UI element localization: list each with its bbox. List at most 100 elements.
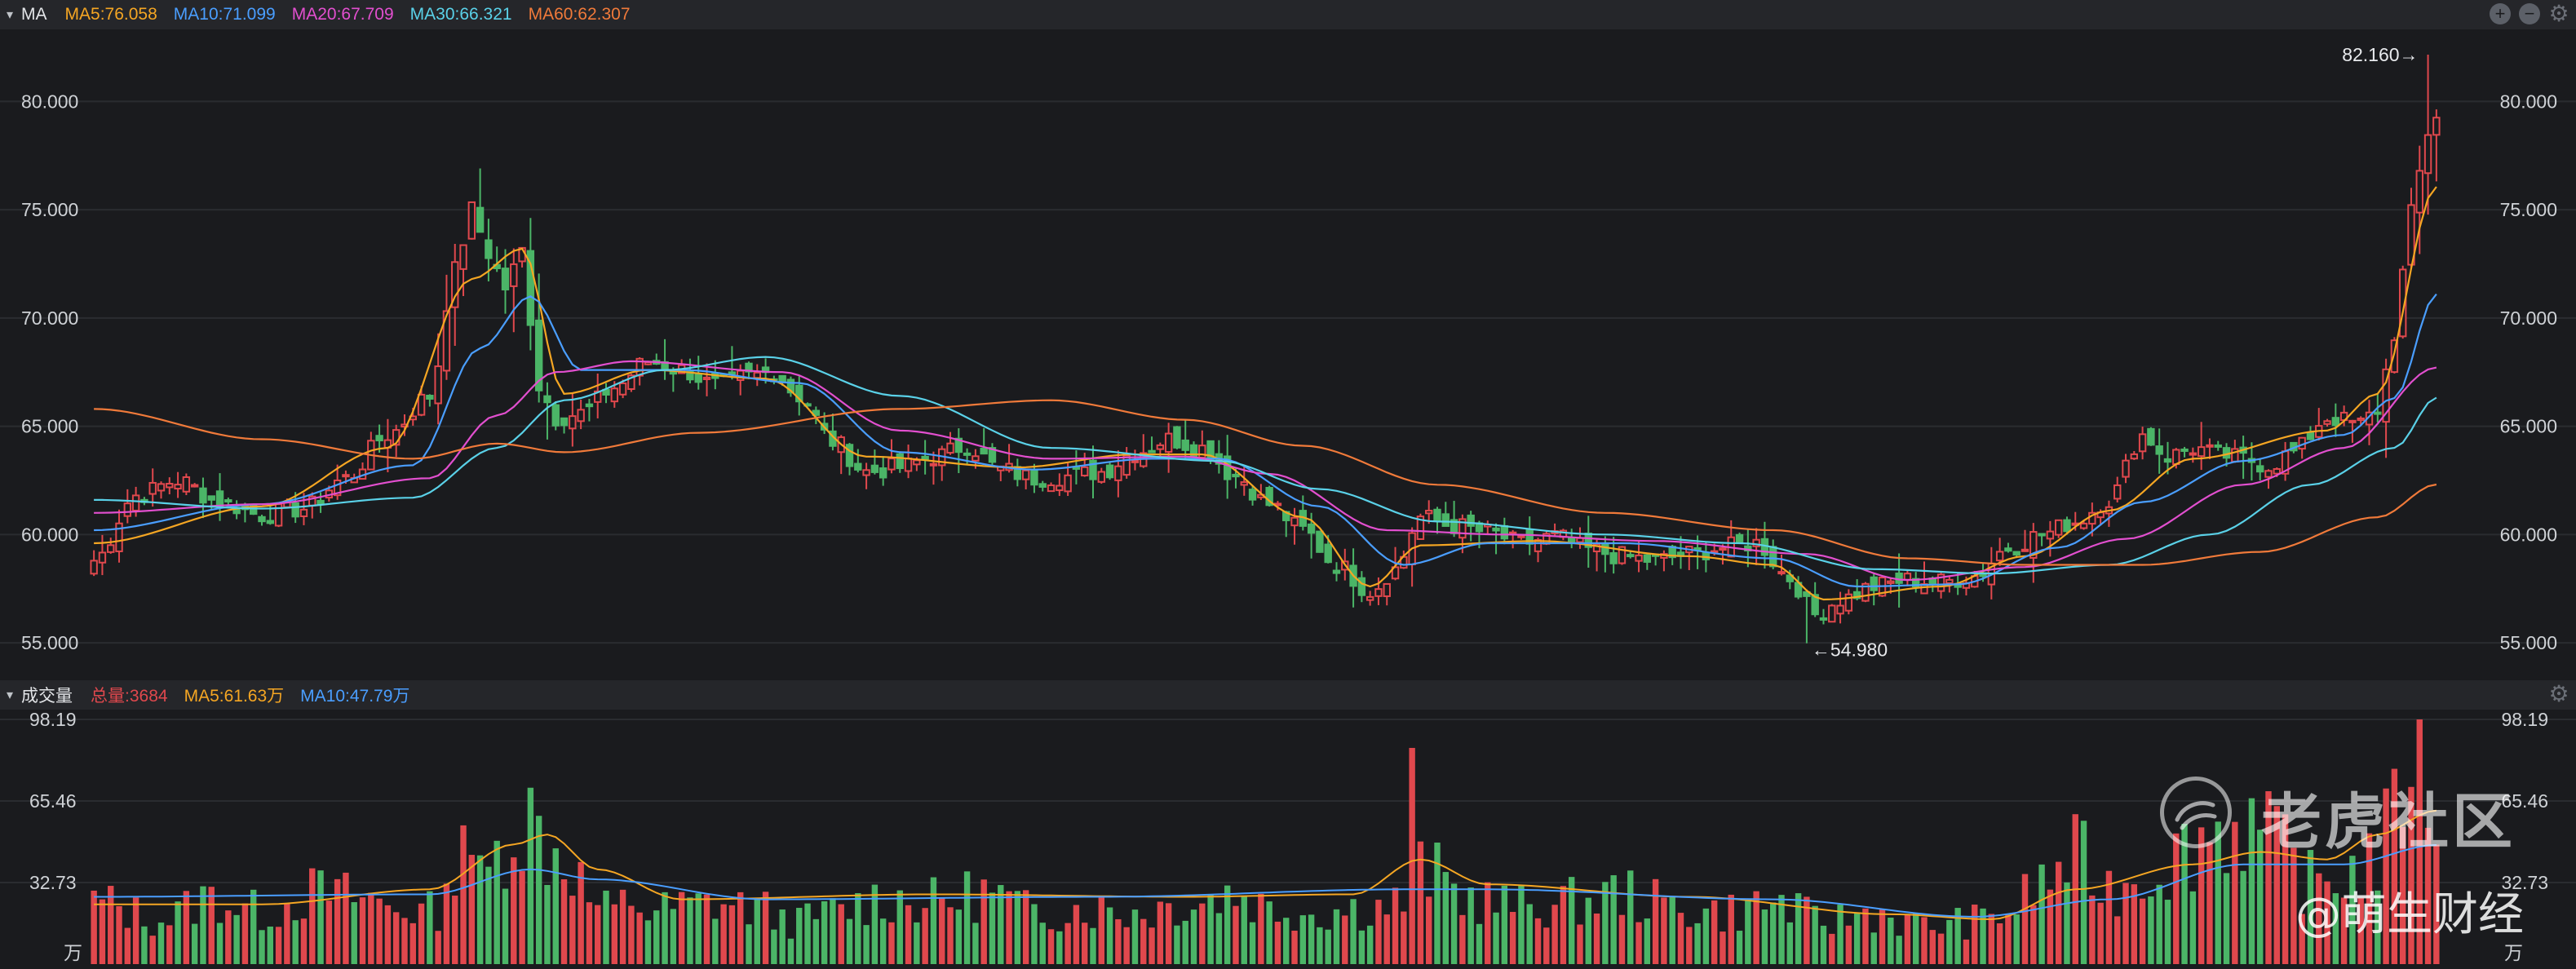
- candle-body: [115, 522, 123, 552]
- volume-bar: [351, 902, 357, 964]
- candle-body: [1056, 484, 1064, 492]
- volume-bar: [1946, 919, 1953, 964]
- volume-bar: [91, 890, 97, 964]
- volume-bar: [1274, 921, 1281, 964]
- volume-bar: [435, 931, 441, 964]
- volume-bar: [2273, 806, 2280, 964]
- volume-collapse-chevron-icon[interactable]: ▾: [7, 688, 14, 702]
- volume-bar: [687, 897, 693, 964]
- volume-bar: [619, 889, 626, 964]
- volume-bar: [1534, 918, 1542, 964]
- volume-bar: [2316, 873, 2322, 964]
- y-tick-label-left: 75.000: [21, 199, 78, 220]
- legend-ma5: MA5:76.058: [64, 5, 157, 24]
- volume-bar: [1467, 887, 1474, 964]
- volume-bar: [2408, 786, 2414, 964]
- candle-body: [728, 371, 737, 375]
- volume-bar: [821, 900, 828, 964]
- volume-unit-left: 万: [64, 943, 82, 964]
- candle-body: [2206, 444, 2214, 448]
- volume-gear-icon[interactable]: ⚙: [2548, 681, 2569, 706]
- volume-bar: [1131, 909, 1139, 964]
- candle-body: [510, 263, 518, 287]
- candle-body: [963, 452, 972, 456]
- volume-tick-label-left: 98.19: [29, 710, 77, 730]
- candle-body: [174, 484, 182, 490]
- volume-bar: [812, 918, 820, 964]
- candle-body: [1887, 580, 1895, 584]
- volume-bar: [1426, 896, 1432, 964]
- volume-bar: [2021, 874, 2029, 964]
- candle-body: [1030, 469, 1038, 486]
- candle-body: [534, 319, 543, 392]
- candle-body: [1995, 551, 2004, 562]
- candle-body: [1777, 571, 1786, 575]
- candle-body: [2122, 459, 2130, 478]
- volume-bar: [1896, 936, 1902, 964]
- volume-bar: [787, 938, 794, 964]
- volume-bar: [644, 920, 652, 964]
- candle-body: [148, 481, 157, 495]
- volume-chart[interactable]: 98.19 98.19 65.46 65.46 32.73 32.73 万 万: [0, 710, 2576, 969]
- volume-bar: [2299, 914, 2305, 964]
- candle-body: [258, 515, 266, 523]
- candle-body: [1425, 510, 1433, 515]
- volume-bar: [2005, 914, 2012, 964]
- volume-bar: [1585, 897, 1591, 964]
- volume-bar: [200, 886, 206, 964]
- candle-body: [1265, 486, 1273, 507]
- candle-body: [1735, 533, 1744, 543]
- candle-body: [291, 502, 299, 518]
- volume-tick-label-right: 98.19: [2501, 710, 2548, 730]
- volume-bar: [2232, 821, 2238, 964]
- ma-line-ma10: [94, 293, 2437, 588]
- volume-bar: [1954, 908, 1961, 964]
- candle-body: [1911, 577, 1920, 588]
- gear-icon[interactable]: ⚙: [2548, 1, 2569, 26]
- volume-bar: [1862, 908, 1869, 964]
- volume-bar: [1795, 893, 1802, 964]
- candle-body: [795, 384, 803, 403]
- price-chart[interactable]: 80.000 80.000 75.000 75.000 70.000 70.000 65.0…: [0, 29, 2576, 674]
- volume-bar: [1694, 923, 1701, 964]
- volume-bar: [108, 886, 114, 964]
- volume-bar: [2013, 914, 2020, 964]
- candle-body: [1206, 440, 1215, 462]
- collapse-panel-icon[interactable]: −: [2519, 3, 2540, 24]
- volume-bar: [1140, 918, 1147, 964]
- volume-bar: [1157, 901, 1164, 964]
- candle-body: [2172, 449, 2180, 466]
- volume-bar: [2282, 814, 2289, 964]
- candle-body: [1181, 439, 1189, 451]
- volume-bar: [896, 890, 903, 964]
- volume-bar: [720, 904, 727, 964]
- volume-bar: [1988, 914, 1995, 964]
- candle-body: [972, 455, 980, 462]
- candle-body: [1601, 543, 1609, 555]
- volume-bar: [1325, 929, 1331, 964]
- volume-bar: [586, 902, 593, 964]
- volume-bar: [132, 897, 139, 964]
- volume-bar: [1770, 902, 1777, 964]
- candle-body: [316, 499, 325, 505]
- volume-bar: [972, 923, 979, 964]
- volume-bar: [519, 870, 525, 964]
- volume-tick-label-right: 32.73: [2501, 872, 2548, 893]
- candle-body: [123, 502, 132, 517]
- candle-body: [2390, 339, 2399, 374]
- volume-bar: [2307, 850, 2314, 964]
- candle-body: [2398, 268, 2407, 338]
- volume-bar: [838, 904, 844, 964]
- add-indicator-icon[interactable]: +: [2490, 3, 2511, 24]
- volume-bar: [409, 923, 416, 964]
- volume-bar: [2156, 884, 2162, 964]
- volume-bar: [1106, 907, 1113, 964]
- candle-body: [2357, 418, 2365, 422]
- volume-bar: [1778, 895, 1785, 964]
- collapse-chevron-icon[interactable]: ▾: [7, 8, 14, 22]
- volume-bar: [300, 918, 308, 964]
- volume-bar: [544, 884, 551, 964]
- volume-bar: [2416, 719, 2423, 964]
- volume-bar: [1450, 883, 1458, 964]
- volume-bar: [560, 878, 568, 964]
